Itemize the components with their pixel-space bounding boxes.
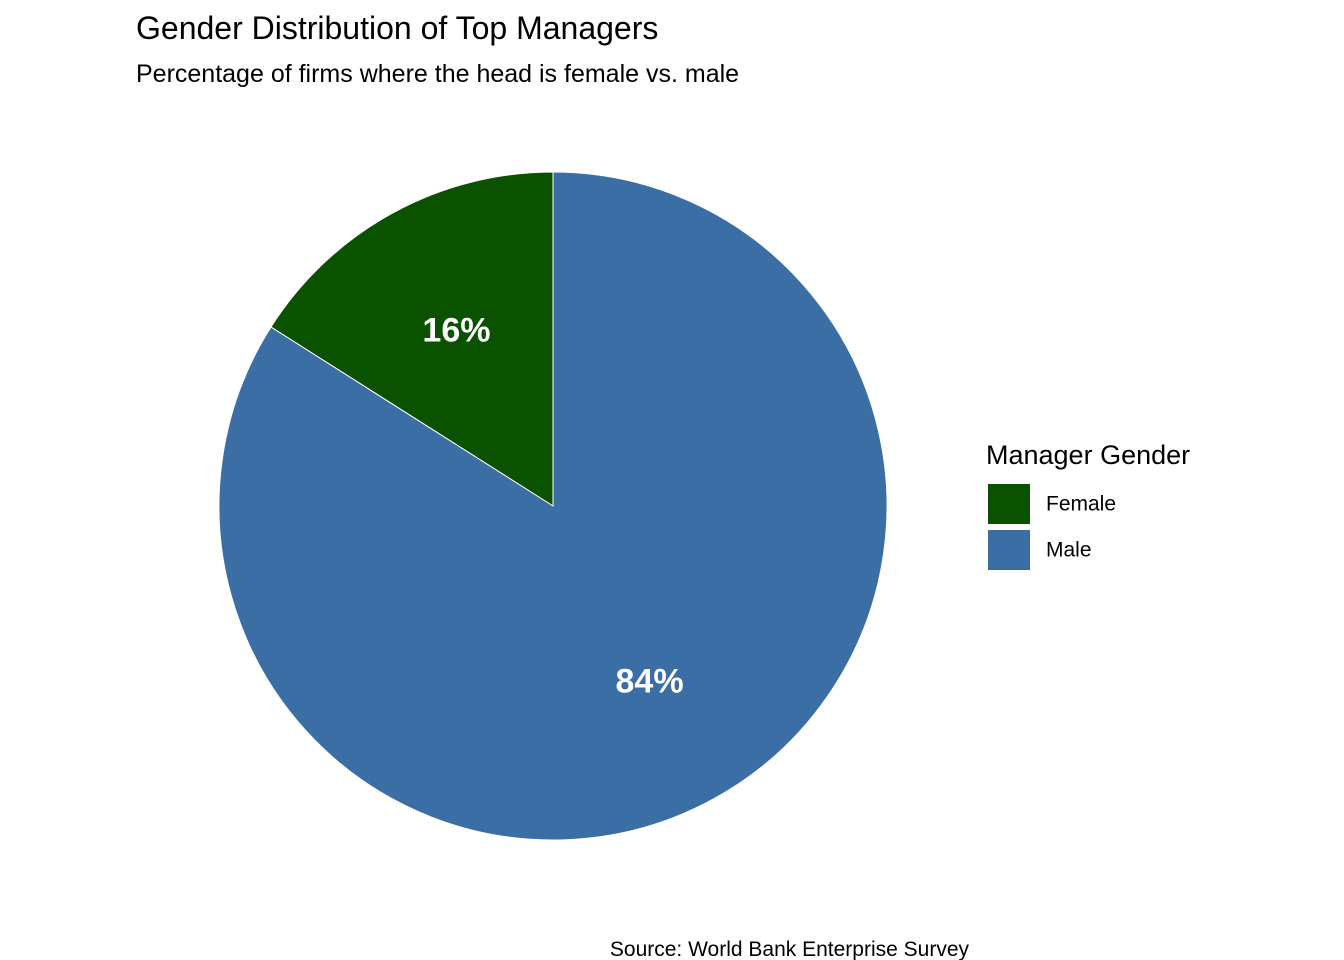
legend-label-female: Female — [1046, 493, 1116, 516]
chart-subtitle: Percentage of firms where the head is fe… — [136, 60, 739, 88]
slice-label-male: 84% — [616, 663, 684, 701]
chart-title: Gender Distribution of Top Managers — [136, 10, 658, 46]
pie-labels: 16% 84% — [422, 311, 683, 700]
pie-slice-male — [218, 171, 888, 841]
legend-swatch-female — [988, 484, 1030, 524]
legend: Manager Gender Female Male — [986, 440, 1190, 570]
slice-label-female: 16% — [422, 311, 490, 349]
chart-caption: Source: World Bank Enterprise Survey — [610, 938, 970, 960]
legend-title: Manager Gender — [986, 440, 1190, 470]
legend-swatch-male — [988, 530, 1030, 570]
pie-slice-female — [270, 171, 554, 507]
pie — [218, 171, 888, 841]
legend-label-male: Male — [1046, 539, 1092, 562]
legend-items: Female Male — [988, 484, 1116, 570]
